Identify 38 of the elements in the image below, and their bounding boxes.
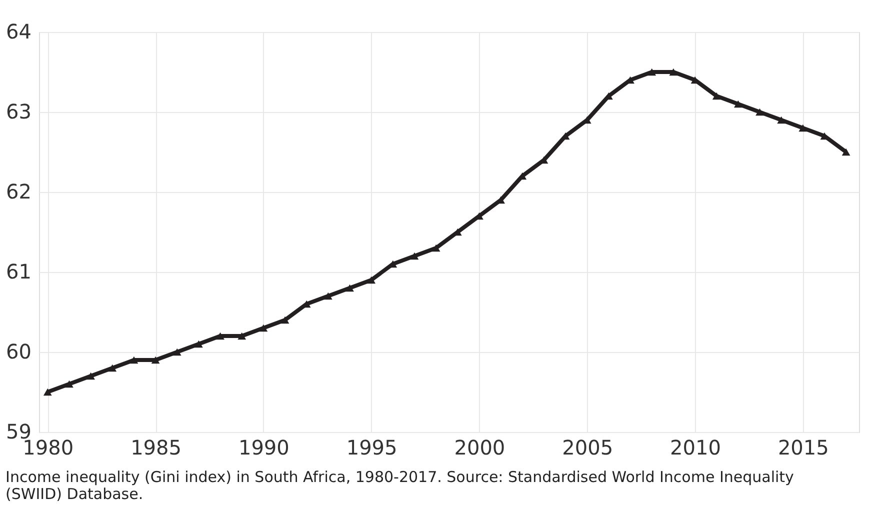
point <box>734 100 742 108</box>
point <box>238 332 246 340</box>
x-tick-label: 1985 <box>130 436 182 460</box>
point <box>259 324 268 332</box>
y-tick-label: 61 <box>6 260 32 284</box>
point <box>151 356 160 364</box>
y-tick-label: 63 <box>6 100 32 124</box>
point <box>367 276 376 284</box>
y-tick-label: 62 <box>6 180 32 204</box>
point <box>172 348 182 356</box>
point <box>324 292 332 300</box>
point <box>346 284 354 292</box>
point <box>194 340 203 348</box>
point <box>777 116 786 124</box>
point <box>65 380 74 388</box>
point <box>43 388 52 396</box>
x-tick-label: 2000 <box>454 436 506 460</box>
point <box>842 148 850 156</box>
x-tick-label: 1990 <box>238 436 290 460</box>
point <box>130 356 138 364</box>
point <box>712 92 721 100</box>
x-tick-label: 2010 <box>670 436 721 460</box>
y-tick-label: 60 <box>6 340 32 364</box>
point <box>648 68 656 76</box>
point <box>108 364 117 372</box>
x-tick-label: 1995 <box>346 436 398 460</box>
point <box>410 252 419 260</box>
point <box>216 332 224 340</box>
y-tick-label: 64 <box>6 20 32 44</box>
point <box>756 108 764 116</box>
point <box>669 68 678 76</box>
x-tick-label: 2015 <box>778 436 829 460</box>
point <box>86 372 95 380</box>
x-tick-label: 2005 <box>562 436 614 460</box>
point <box>280 316 290 324</box>
point <box>432 244 440 252</box>
text: Income inequality (Gini index) in South Africa, 1980-2017. Source: Standardised World Income Inequality (SWIID) Database. <box>6 468 794 503</box>
point <box>798 124 808 132</box>
